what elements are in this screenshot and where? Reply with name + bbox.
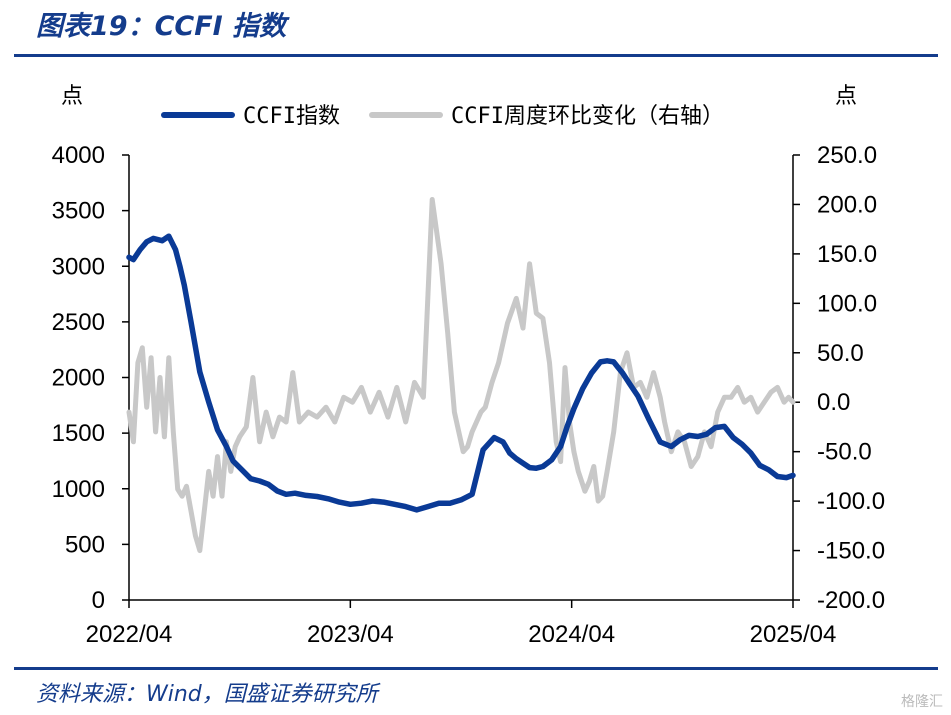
left-axis-unit: 点 (61, 84, 83, 109)
x-tick-label: 2025/04 (750, 621, 837, 648)
right-tick-label: 150.0 (817, 241, 877, 268)
series-line-ccfi-wow (126, 197, 796, 554)
legend-label-ccfi: CCFI指数 (243, 104, 340, 129)
source-divider (14, 667, 938, 670)
right-tick-label: 100.0 (817, 290, 877, 317)
right-tick-label: -50.0 (817, 439, 872, 466)
left-tick-label: 3000 (52, 253, 105, 280)
left-tick-label: 1500 (52, 420, 105, 447)
left-tick-label: 3500 (52, 198, 105, 225)
left-tick-label: 4000 (52, 142, 105, 169)
left-tick-label: 2000 (52, 365, 105, 392)
watermark: 格隆汇 (901, 694, 943, 710)
right-tick-label: 50.0 (817, 340, 864, 367)
series-line-ccfi (126, 233, 796, 513)
legend: CCFI指数 CCFI周度环比变化（右轴） (161, 104, 724, 129)
right-tick-label: 0.0 (817, 389, 850, 416)
right-tick-label: -200.0 (817, 587, 885, 614)
left-tick-label: 0 (92, 587, 105, 614)
right-tick-label: -150.0 (817, 538, 885, 565)
title-divider (14, 54, 938, 57)
legend-label-wow: CCFI周度环比变化（右轴） (451, 104, 724, 129)
x-tick-label: 2022/04 (86, 621, 173, 648)
source-note: 资料来源：Wind，国盛证券研究所 (36, 682, 378, 707)
right-tick-label: -100.0 (817, 488, 885, 515)
x-tick-label: 2024/04 (528, 621, 615, 648)
figure-title: 图表19：CCFI 指数 (36, 11, 287, 42)
right-axis-unit: 点 (835, 84, 857, 109)
left-tick-label: 1000 (52, 476, 105, 503)
left-tick-label: 500 (65, 531, 105, 558)
right-tick-label: 200.0 (817, 191, 877, 218)
x-tick-label: 2023/04 (307, 621, 394, 648)
right-tick-label: 250.0 (817, 142, 877, 169)
left-tick-label: 2500 (52, 309, 105, 336)
